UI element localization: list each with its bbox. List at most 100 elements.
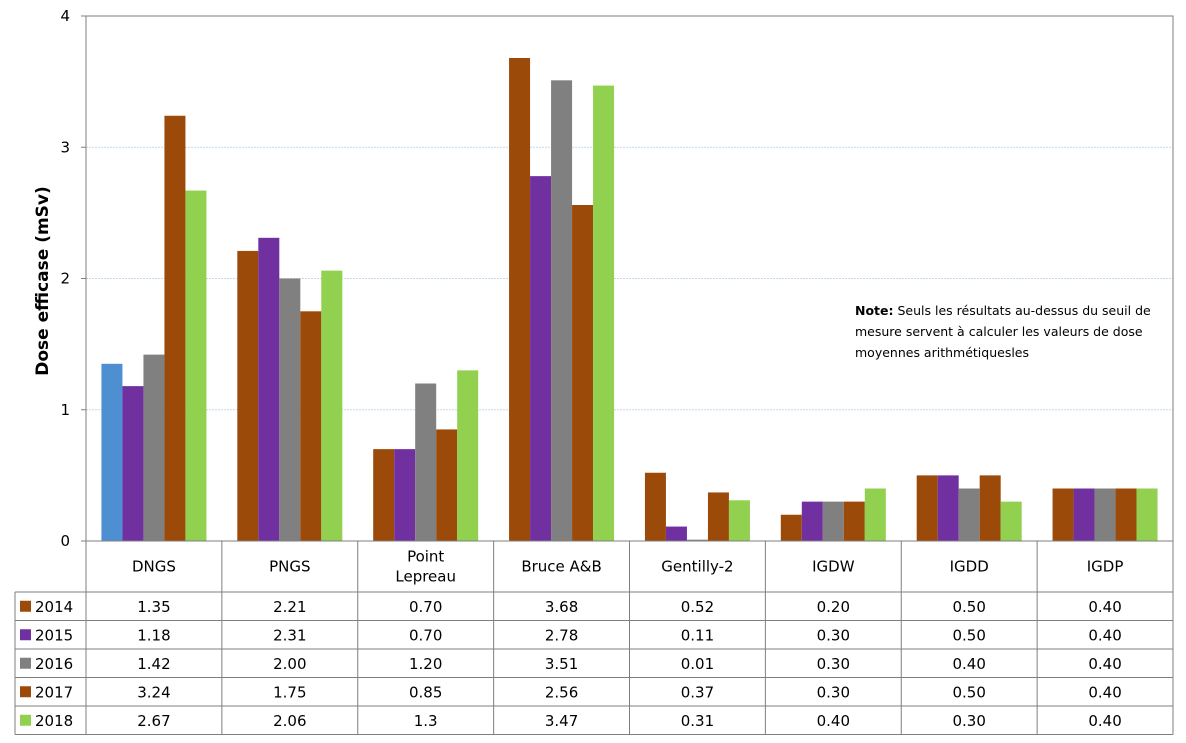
category-label: IGDW (812, 558, 855, 576)
table-cell: 0.40 (1088, 626, 1121, 644)
table-cell: 0.37 (681, 683, 714, 701)
table-cell: 0.40 (1088, 683, 1121, 701)
legend-swatch-2014 (20, 600, 31, 612)
table-cell: 2.78 (545, 626, 578, 644)
bar-2018-igdp (1136, 488, 1158, 541)
table-cell: 1.35 (137, 598, 170, 616)
bar-2016-pngs (279, 278, 301, 541)
table-cell: 0.31 (681, 712, 714, 730)
table-cell: 0.40 (1088, 598, 1121, 616)
bar-2014-pngs (237, 250, 259, 541)
bar-2016-dngs (143, 354, 165, 541)
bar-2015-bruce-a-b (530, 176, 552, 541)
bar-2017-point-lepreau (436, 429, 458, 541)
bar-2018-igdd (1000, 501, 1022, 541)
bar-2017-igdd (979, 475, 1001, 541)
table-cell: 1.42 (137, 655, 170, 673)
y-tick-label: 2 (60, 270, 70, 288)
bar-2014-dngs (101, 363, 123, 541)
table-cell: 2.21 (273, 598, 306, 616)
bar-2016-igdw (822, 501, 844, 541)
bar-2017-gentilly-2 (707, 492, 729, 541)
table-cell: 2.67 (137, 712, 170, 730)
category-label: IGDD (950, 558, 989, 576)
bar-2015-dngs (122, 386, 144, 541)
table-cell: 3.24 (137, 683, 170, 701)
bar-2018-gentilly-2 (728, 500, 750, 541)
bar-2015-igdw (801, 501, 823, 541)
bar-2015-igdp (1073, 488, 1095, 541)
category-label: Point Lepreau (395, 548, 456, 586)
bar-2016-igdp (1094, 488, 1116, 541)
table-cell: 1.20 (409, 655, 442, 673)
table-cell: 3.47 (545, 712, 578, 730)
table-cell: 1.18 (137, 626, 170, 644)
bar-2016-point-lepreau (415, 383, 437, 541)
table-cell: 0.85 (409, 683, 442, 701)
table-cell: 0.20 (817, 598, 850, 616)
note: Note: Seuls les résultats au-dessus du s… (855, 300, 1175, 363)
table-cell: 0.40 (952, 655, 985, 673)
bar-2018-bruce-a-b (593, 85, 615, 541)
category-label: PNGS (269, 558, 310, 576)
bar-2014-igdw (780, 514, 802, 541)
bar-2014-bruce-a-b (509, 58, 531, 541)
table-cell: 0.50 (952, 683, 985, 701)
bar-2016-gentilly-2 (686, 539, 708, 541)
y-tick-label: 3 (60, 138, 70, 156)
bar-2015-point-lepreau (394, 449, 416, 541)
bar-2018-dngs (185, 190, 207, 541)
y-axis-label: Dose efficase (mSv) (33, 186, 53, 376)
bar-2015-igdd (937, 475, 959, 541)
table-cell: 2.06 (273, 712, 306, 730)
table-cell: 1.75 (273, 683, 306, 701)
legend-swatch-2016 (20, 657, 31, 669)
note-text: Seuls les résultats au-dessus du seuil d… (855, 303, 1151, 360)
table-cell: 0.11 (681, 626, 714, 644)
note-label: Note: (855, 303, 894, 318)
table-cell: 2.56 (545, 683, 578, 701)
table-cell: 0.30 (817, 626, 850, 644)
bar-2015-pngs (258, 237, 280, 541)
bar-2018-pngs (321, 270, 343, 541)
table-cell: 3.68 (545, 598, 578, 616)
y-tick-label: 0 (60, 532, 70, 550)
table-cell: 3.51 (545, 655, 578, 673)
legend-label-2015: 2015 (35, 626, 73, 644)
bar-2018-point-lepreau (457, 370, 479, 541)
bar-2017-pngs (300, 311, 322, 541)
legend-label-2014: 2014 (35, 598, 73, 616)
bar-2017-igdw (843, 501, 865, 541)
category-label: Bruce A&B (521, 558, 601, 576)
table-cell: 0.30 (817, 683, 850, 701)
table-cell: 0.52 (681, 598, 714, 616)
bars (101, 58, 1158, 541)
table-cell: 0.50 (952, 598, 985, 616)
table-cell: 0.50 (952, 626, 985, 644)
legend-swatch-2017 (20, 686, 31, 698)
bar-2015-gentilly-2 (665, 526, 687, 541)
table-cell: 0.40 (1088, 655, 1121, 673)
bar-2017-igdp (1115, 488, 1137, 541)
bar-2014-igdd (916, 475, 938, 541)
bar-2018-igdw (864, 488, 886, 541)
table-cell: 2.31 (273, 626, 306, 644)
table-cell: 0.70 (409, 626, 442, 644)
table-cell: 0.30 (952, 712, 985, 730)
table-cell: 0.70 (409, 598, 442, 616)
bar-2016-igdd (958, 488, 980, 541)
table-cell: 0.40 (817, 712, 850, 730)
category-label: DNGS (132, 558, 176, 576)
legend-swatch-2018 (20, 714, 31, 726)
category-label: Gentilly-2 (661, 558, 733, 576)
category-label: IGDP (1087, 558, 1124, 576)
legend-swatch-2015 (20, 629, 31, 641)
table-cell: 0.40 (1088, 712, 1121, 730)
table-cell: 0.01 (681, 655, 714, 673)
bar-2017-bruce-a-b (572, 205, 594, 541)
bar-2017-dngs (164, 115, 186, 541)
legend-label-2018: 2018 (35, 712, 73, 730)
bar-2016-bruce-a-b (551, 80, 573, 541)
bar-2014-gentilly-2 (644, 472, 666, 541)
